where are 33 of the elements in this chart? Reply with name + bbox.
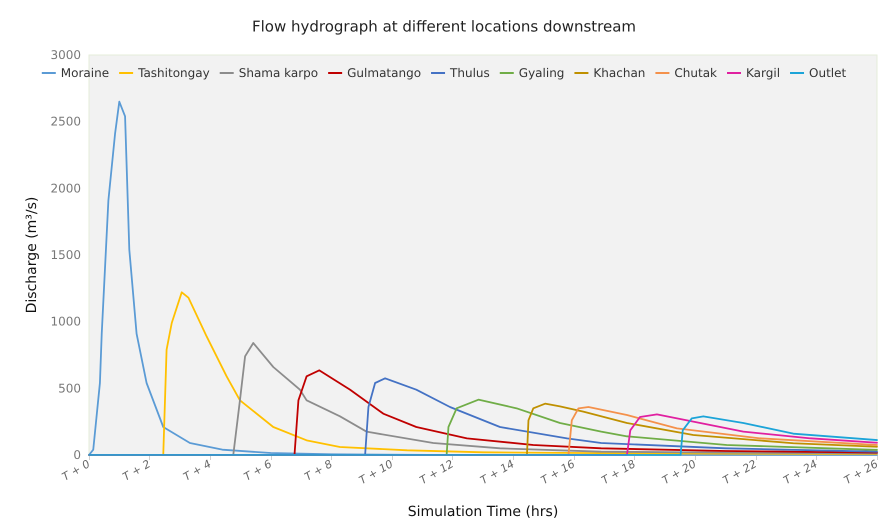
legend-label: Kargil — [746, 66, 780, 80]
x-tick-label: T + 18 — [599, 457, 638, 488]
y-tick-label: 2000 — [50, 181, 81, 196]
x-tick-label: T + 24 — [781, 457, 820, 488]
legend-label: Outlet — [809, 66, 846, 80]
legend-label: Gulmatango — [347, 66, 422, 80]
legend-label: Gyaling — [518, 66, 564, 80]
chart-title: Flow hydrograph at different locations downstream — [252, 18, 636, 36]
y-tick-label: 1500 — [50, 248, 81, 262]
x-axis-title: Simulation Time (hrs) — [408, 504, 558, 520]
y-tick-label: 1000 — [50, 314, 81, 329]
x-tick-label: T + 4 — [181, 457, 214, 484]
x-tick-label: T + 22 — [720, 457, 760, 488]
x-tick-label: T + 6 — [242, 457, 274, 484]
legend-label: Tashitongay — [137, 66, 210, 80]
legend-label: Moraine — [60, 66, 110, 80]
x-tick-label: T + 16 — [538, 457, 578, 488]
x-tick-label: T + 10 — [356, 457, 396, 488]
x-tick-label: T + 12 — [418, 457, 456, 488]
legend-label: Khachan — [593, 66, 646, 80]
y-axis-title: Discharge (m³/s) — [24, 196, 40, 314]
legend-label: Thulus — [449, 66, 490, 80]
x-tick-label: T + 14 — [478, 457, 517, 488]
x-tick-label: T + 2 — [120, 457, 153, 484]
legend-label: Chutak — [674, 66, 718, 80]
legend-label: Shama karpo — [238, 66, 318, 80]
x-tick-label: T + 20 — [660, 457, 698, 488]
y-tick-label: 500 — [58, 381, 81, 396]
y-tick-label: 3000 — [50, 48, 81, 62]
y-tick-label: 0 — [73, 448, 81, 462]
x-tick-label: T + 8 — [302, 457, 335, 484]
y-tick-label: 2500 — [50, 114, 81, 129]
x-tick-label: T + 26 — [842, 457, 880, 488]
